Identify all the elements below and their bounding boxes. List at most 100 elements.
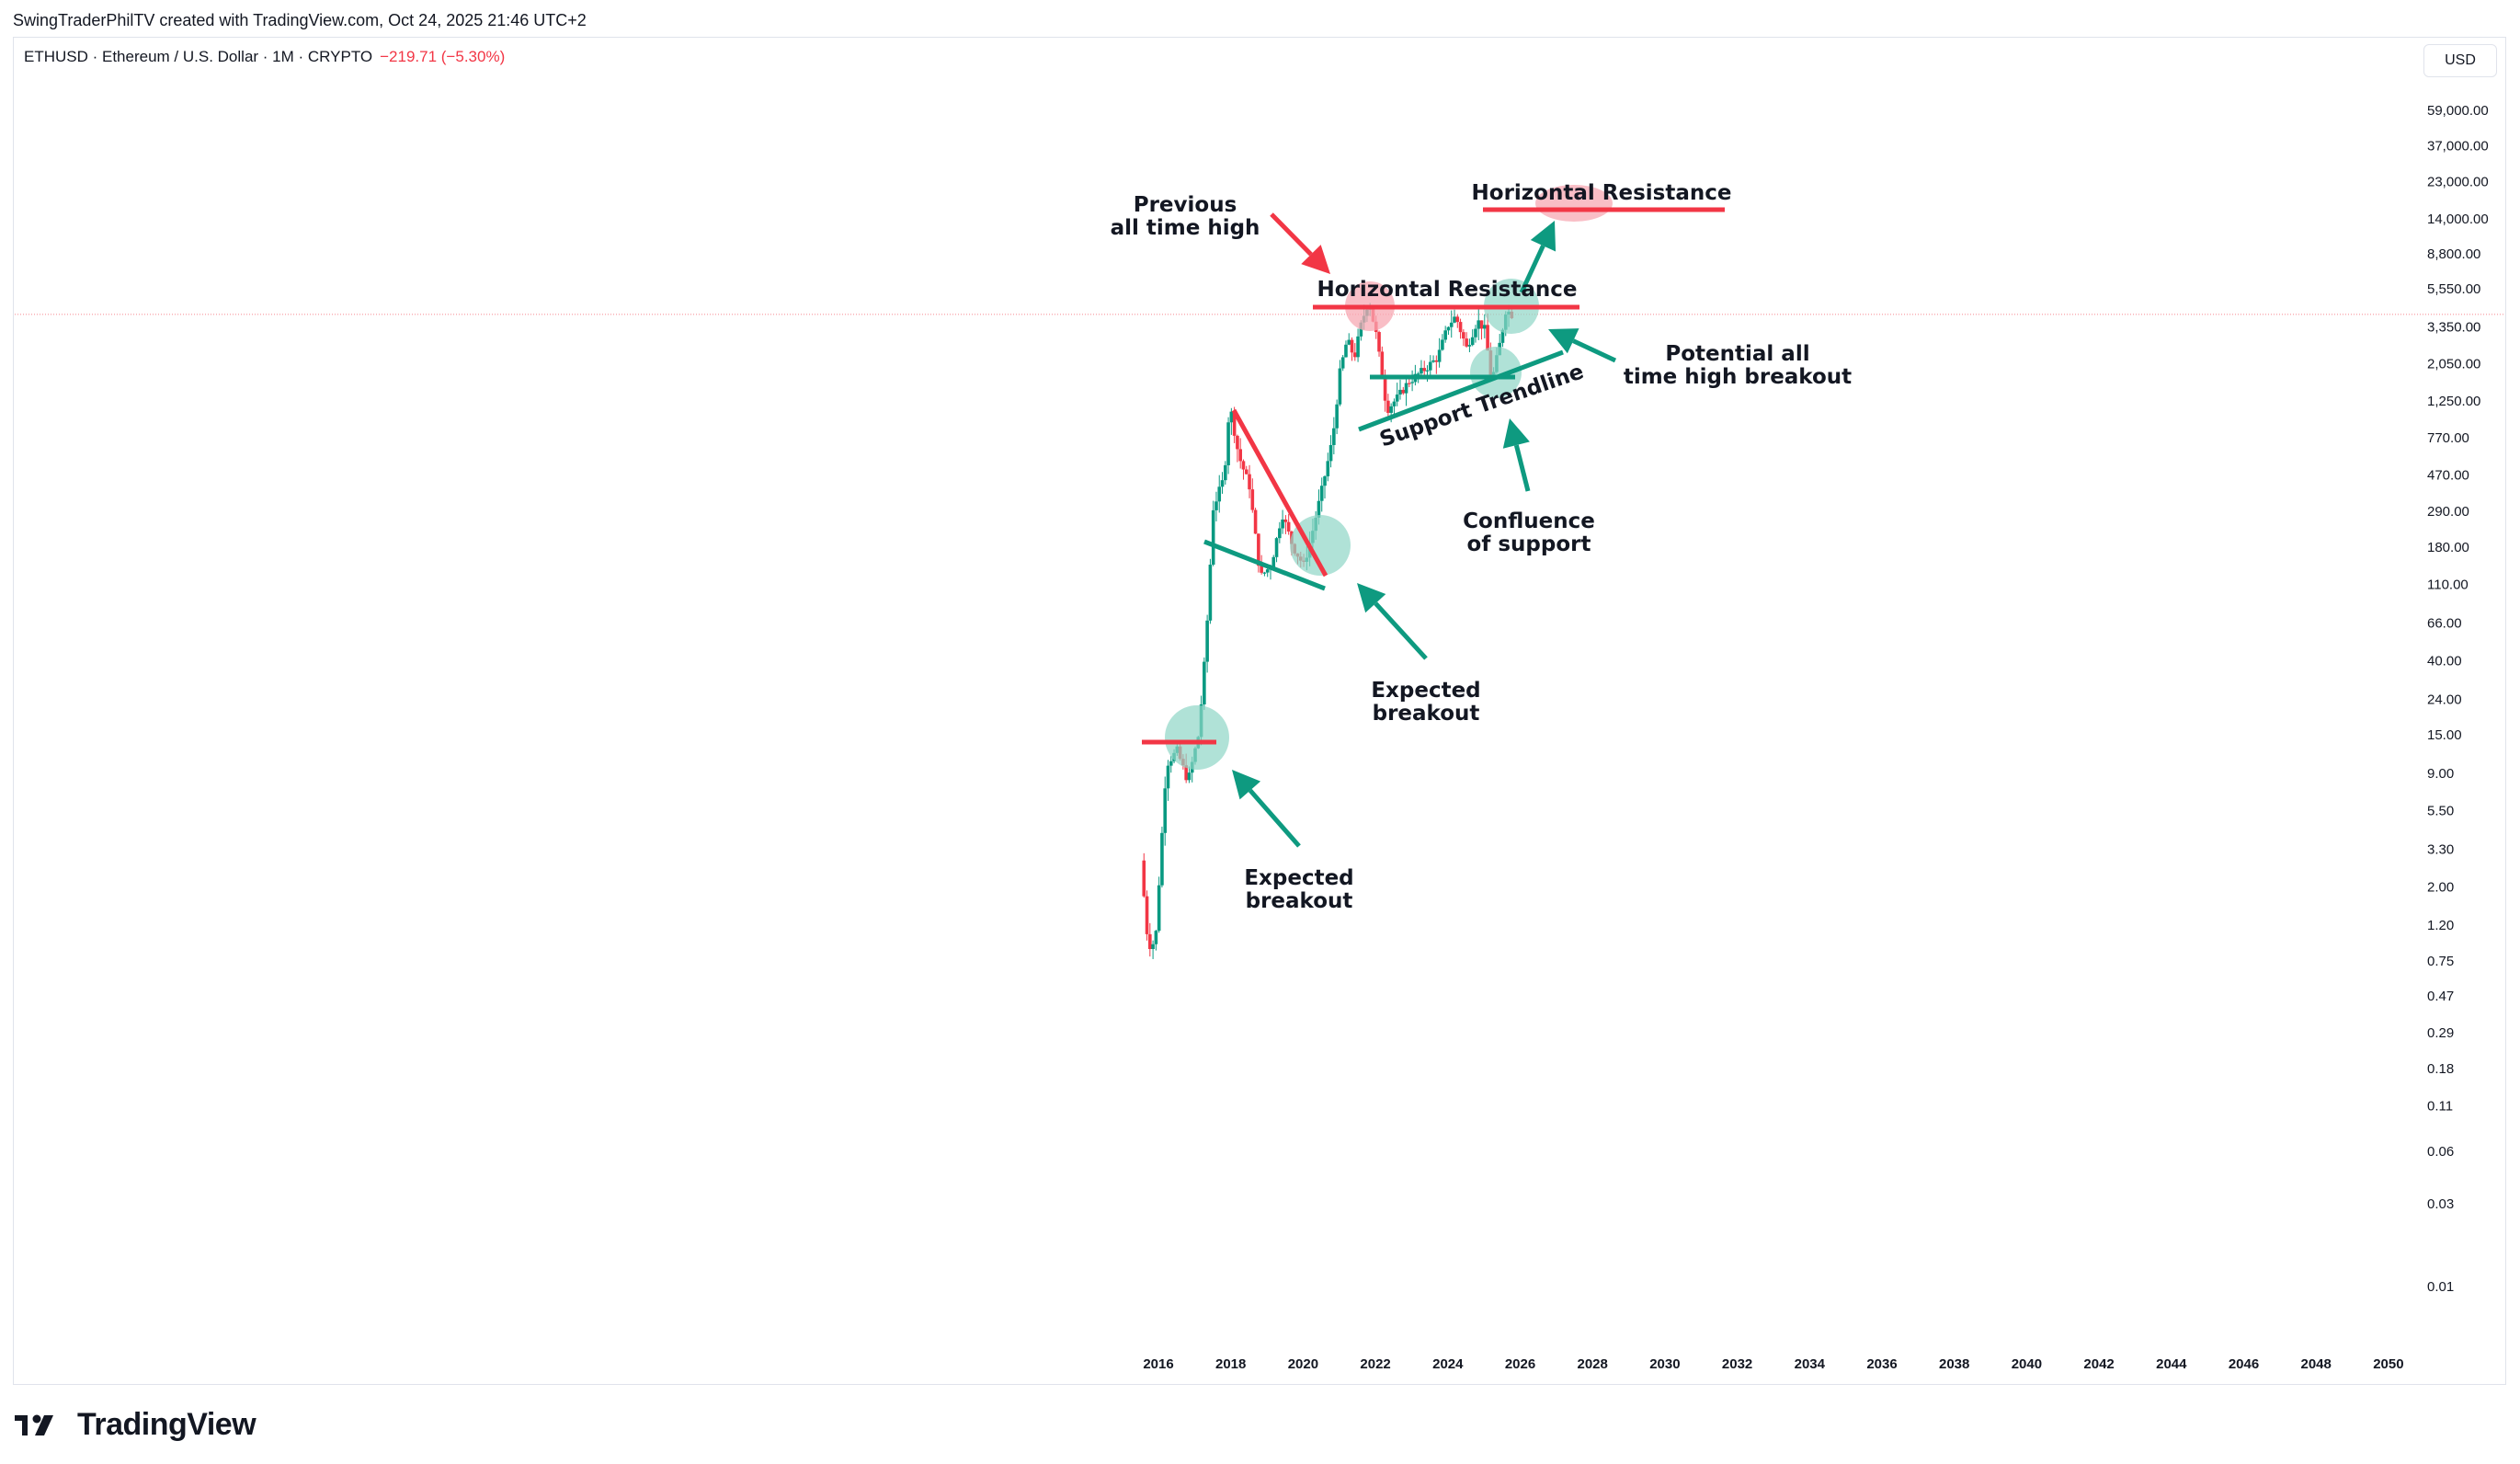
price-tick-label: 5.50 <box>2427 803 2454 818</box>
time-tick-label: 2028 <box>1578 1356 1608 1372</box>
tradingview-logo[interactable]: TradingView <box>15 1407 257 1443</box>
support-highlight-circle <box>1470 347 1522 398</box>
time-tick-label: 2016 <box>1143 1356 1173 1372</box>
arrow-potential-breakout <box>1548 328 1617 363</box>
candle-body <box>1223 464 1227 481</box>
candle-body <box>1340 357 1345 369</box>
annotation-line: breakout <box>1373 702 1480 726</box>
price-tick-label: 40.00 <box>2427 654 2462 669</box>
candle-body <box>1338 368 1342 405</box>
candle-body <box>1220 480 1225 487</box>
candle-body <box>1431 360 1435 362</box>
annotation-confluence-support: Confluence of support <box>1463 509 1595 556</box>
candle-body <box>1241 461 1246 470</box>
arrow-previous-ath <box>1270 212 1330 274</box>
time-axis[interactable]: 2016 2018 2020 2022 2024 2026 2028 2030 2032 2034… <box>1143 1356 2403 1372</box>
price-tick-label: 0.01 <box>2427 1279 2454 1295</box>
time-tick-label: 2038 <box>1939 1356 1969 1372</box>
candle-body <box>1377 332 1381 352</box>
candle-body <box>1434 360 1439 362</box>
candle-body <box>1326 461 1330 476</box>
price-tick-label: 2.00 <box>2427 879 2454 895</box>
time-tick-label: 2032 <box>1722 1356 1752 1372</box>
price-tick-label: 0.18 <box>2427 1061 2454 1077</box>
candle-body <box>1229 411 1234 423</box>
candle-body <box>1449 322 1454 327</box>
candle-body <box>1281 519 1284 529</box>
downtrend-line <box>1231 408 1328 578</box>
breakout-highlight-circle <box>1290 515 1351 576</box>
chart-frame <box>13 37 2506 1385</box>
arrow-head <box>1502 418 1530 449</box>
arrow-shaft <box>1248 788 1301 848</box>
candle-body <box>1283 519 1288 522</box>
candle-body <box>1398 389 1402 395</box>
chart-credit: SwingTraderPhilTV created with TradingVi… <box>13 11 587 29</box>
candle-body <box>1353 352 1357 358</box>
candle-body <box>1455 316 1460 323</box>
time-tick-label: 2030 <box>1649 1356 1680 1372</box>
candle-body <box>1437 349 1442 362</box>
price-tick-label: 59,000.00 <box>2427 103 2489 119</box>
candle-body <box>1205 620 1209 662</box>
time-tick-label: 2046 <box>2229 1356 2259 1372</box>
candle-body <box>1428 361 1432 371</box>
annotation-line: Previous <box>1134 193 1237 217</box>
price-tick-label: 0.29 <box>2427 1025 2454 1041</box>
candle-body <box>1232 411 1237 436</box>
candle-body <box>1253 509 1258 534</box>
candle-body <box>1151 944 1155 949</box>
candle-body <box>1453 316 1456 323</box>
price-tick-label: 15.00 <box>2427 727 2462 743</box>
candle-body <box>1145 896 1149 934</box>
tradingview-logo-icon <box>15 1414 53 1435</box>
candle-body <box>1211 509 1215 566</box>
candle-body <box>1214 501 1218 510</box>
candle-body <box>1142 860 1146 897</box>
arrow-head <box>1232 770 1261 800</box>
price-tick-label: 23,000.00 <box>2427 174 2489 189</box>
candle-body <box>1395 395 1399 402</box>
candle-body <box>1344 344 1348 358</box>
candle-body <box>1328 444 1333 462</box>
breakout-highlight-circle <box>1165 705 1229 770</box>
price-tick-label: 0.03 <box>2427 1196 2454 1212</box>
candle-body <box>1401 389 1406 394</box>
currency-button[interactable]: USD <box>2423 44 2497 77</box>
candle-body <box>1392 401 1397 406</box>
price-axis[interactable]: 59,000.00 37,000.00 23,000.00 14,000.00 8,80… <box>2427 103 2489 1295</box>
price-tick-label: 110.00 <box>2427 578 2469 593</box>
candle-body <box>1332 428 1336 445</box>
candle-body <box>1169 761 1173 766</box>
annotation-potential-ath-breakout: Potential all time high breakout <box>1624 342 1852 389</box>
candle-body <box>1257 533 1260 566</box>
arrow-shaft <box>1513 444 1531 492</box>
annotation-line: Confluence <box>1463 509 1595 533</box>
price-tick-label: 66.00 <box>2427 615 2462 631</box>
annotation-line: Expected <box>1244 866 1353 890</box>
arrow-to-target <box>1519 221 1556 294</box>
time-tick-label: 2022 <box>1360 1356 1390 1372</box>
candle-body <box>1317 500 1321 518</box>
candle-body <box>1250 489 1255 510</box>
price-tick-label: 290.00 <box>2427 504 2469 520</box>
candle-body <box>1467 345 1472 347</box>
arrow-confluence <box>1502 418 1531 492</box>
symbol-legend[interactable]: ETHUSD · Ethereum / U.S. Dollar · 1M · C… <box>24 48 505 66</box>
price-tick-label: 1,250.00 <box>2427 394 2480 409</box>
candle-body <box>1163 788 1168 833</box>
symbol-description[interactable]: ETHUSD · Ethereum / U.S. Dollar · 1M · C… <box>24 48 373 65</box>
candle-body <box>1465 338 1468 347</box>
candle-body <box>1383 378 1387 401</box>
candle-body <box>1244 469 1249 475</box>
candle-body <box>1420 368 1423 374</box>
price-tick-label: 0.75 <box>2427 954 2454 969</box>
annotation-line: Expected <box>1371 679 1480 703</box>
annotation-line: Potential all <box>1665 342 1809 366</box>
time-tick-label: 2050 <box>2373 1356 2403 1372</box>
candle-body <box>1443 330 1447 340</box>
time-tick-label: 2026 <box>1505 1356 1535 1372</box>
candle-body <box>1203 661 1206 704</box>
candle-body <box>1500 329 1505 343</box>
